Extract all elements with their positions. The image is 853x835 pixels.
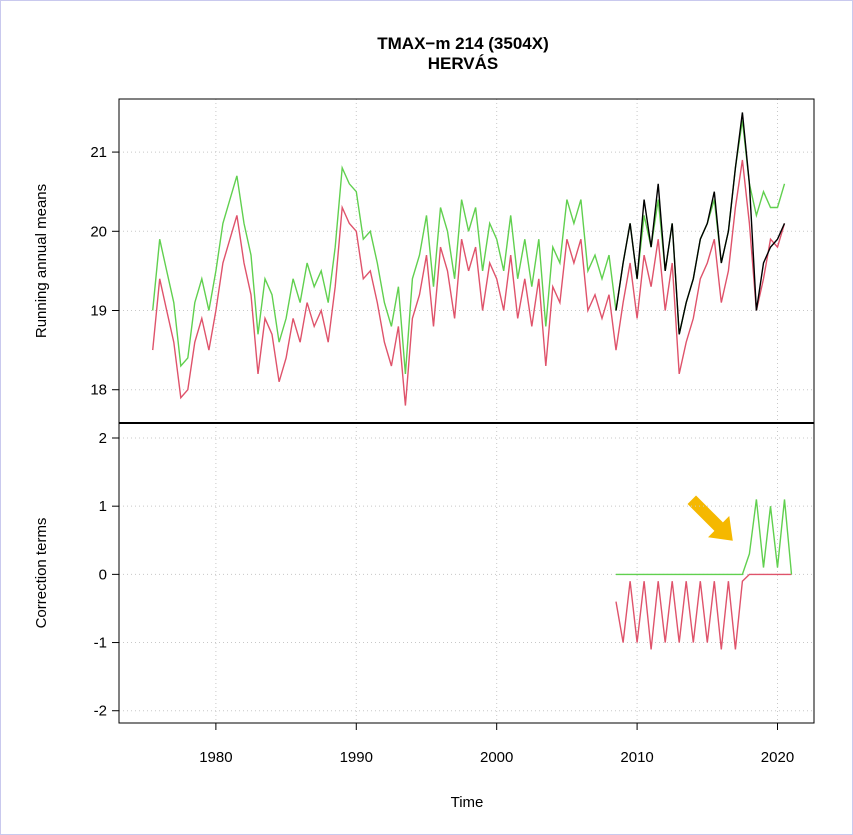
annotation-arrow	[687, 495, 733, 541]
chart-subtitle: HERVÁS	[428, 54, 499, 73]
x-tick-label: 2010	[620, 749, 653, 766]
plot-frame	[118, 422, 815, 724]
chart-title: TMAX−m 214 (3504X)	[377, 34, 549, 53]
y-tick-label: 21	[90, 144, 107, 161]
data-line	[616, 499, 793, 576]
y-tick-label: -2	[94, 703, 107, 720]
y-tick-label: 18	[90, 382, 107, 399]
x-axis-label: Time	[451, 794, 484, 811]
x-tick-label: 1990	[340, 749, 373, 766]
y-tick-label: 19	[90, 303, 107, 320]
data-line	[615, 112, 786, 335]
y-tick-label: -1	[94, 635, 107, 652]
y-tick-label: 1	[99, 498, 107, 515]
y-tick-label: 20	[90, 223, 107, 240]
x-tick-label: 2000	[480, 749, 513, 766]
data-line	[615, 573, 792, 650]
y-tick-label: 2	[99, 430, 107, 447]
y-axis-label: Running annual means	[33, 184, 50, 338]
y-axis-label: Correction terms	[33, 518, 50, 629]
x-tick-label: 1980	[199, 749, 232, 766]
x-tick-label: 2020	[761, 749, 794, 766]
data-line	[152, 159, 786, 406]
data-line	[152, 120, 786, 374]
y-tick-label: 0	[99, 566, 107, 583]
